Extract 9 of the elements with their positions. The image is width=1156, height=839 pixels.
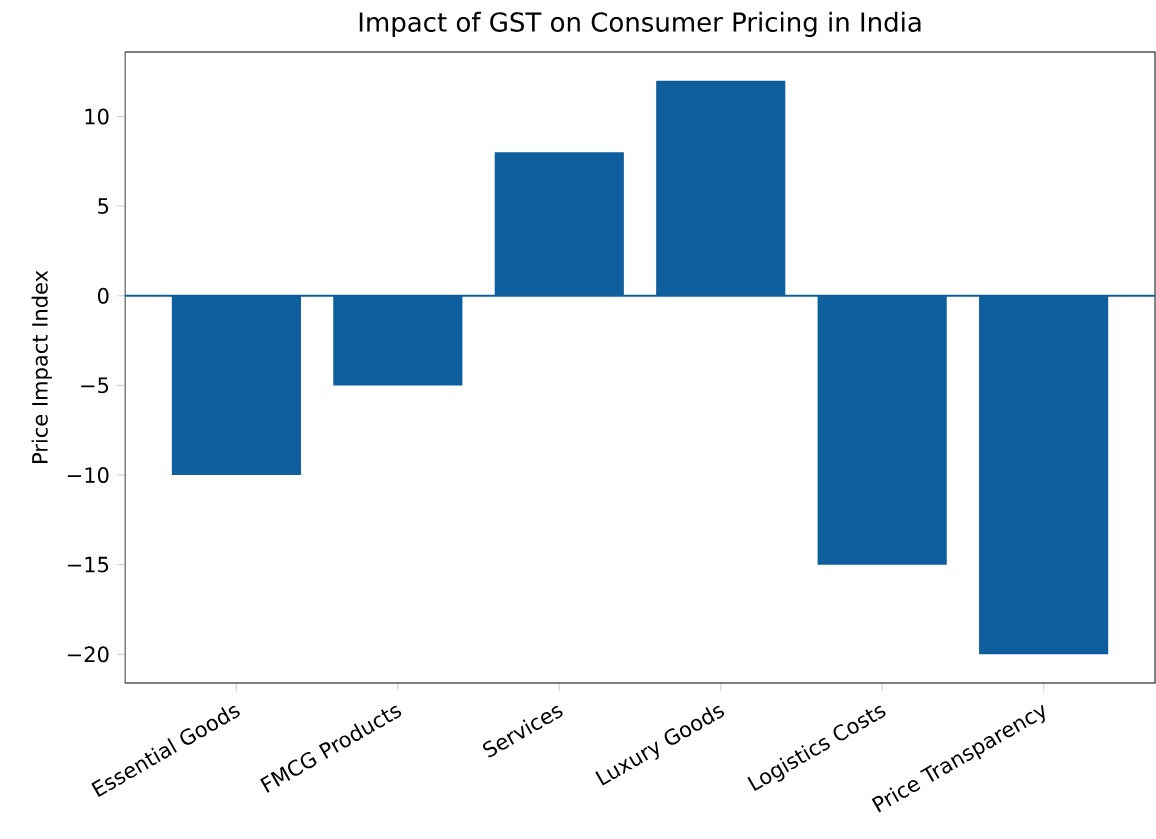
y-tick-label: −5: [81, 377, 109, 394]
y-tick-label: 10: [85, 108, 109, 125]
y-tick-label: −15: [67, 556, 109, 573]
y-tick-label: 5: [98, 198, 109, 214]
y-tick-label: 0: [97, 287, 109, 304]
y-tick-label: −20: [67, 646, 109, 663]
y-axis-title: Price Impact Index: [31, 270, 52, 463]
y-tick-label: −10: [67, 467, 109, 483]
chart-title: Impact of GST on Consumer Pricing in India: [359, 11, 921, 37]
